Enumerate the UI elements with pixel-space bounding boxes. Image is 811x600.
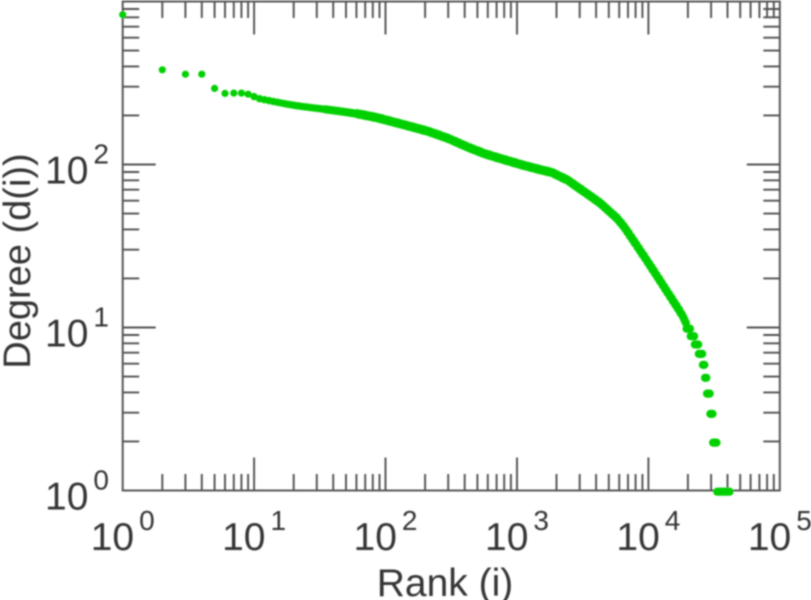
svg-text:105: 10 5 xyxy=(748,505,811,559)
svg-text:Degree (d(i)): Degree (d(i)) xyxy=(0,153,39,368)
svg-text:103: 10 3 xyxy=(485,505,549,559)
svg-text:102: 10 2 xyxy=(354,505,418,559)
svg-text:101: 10 1 xyxy=(222,505,286,559)
svg-text:100: 10 0 xyxy=(45,465,109,519)
svg-text:Rank (i): Rank (i) xyxy=(377,562,514,600)
svg-text:102: 10 2 xyxy=(45,139,109,193)
svg-text:100: 10 0 xyxy=(91,505,155,559)
svg-text:101: 10 1 xyxy=(45,302,109,356)
svg-text:104: 10 4 xyxy=(616,505,680,559)
